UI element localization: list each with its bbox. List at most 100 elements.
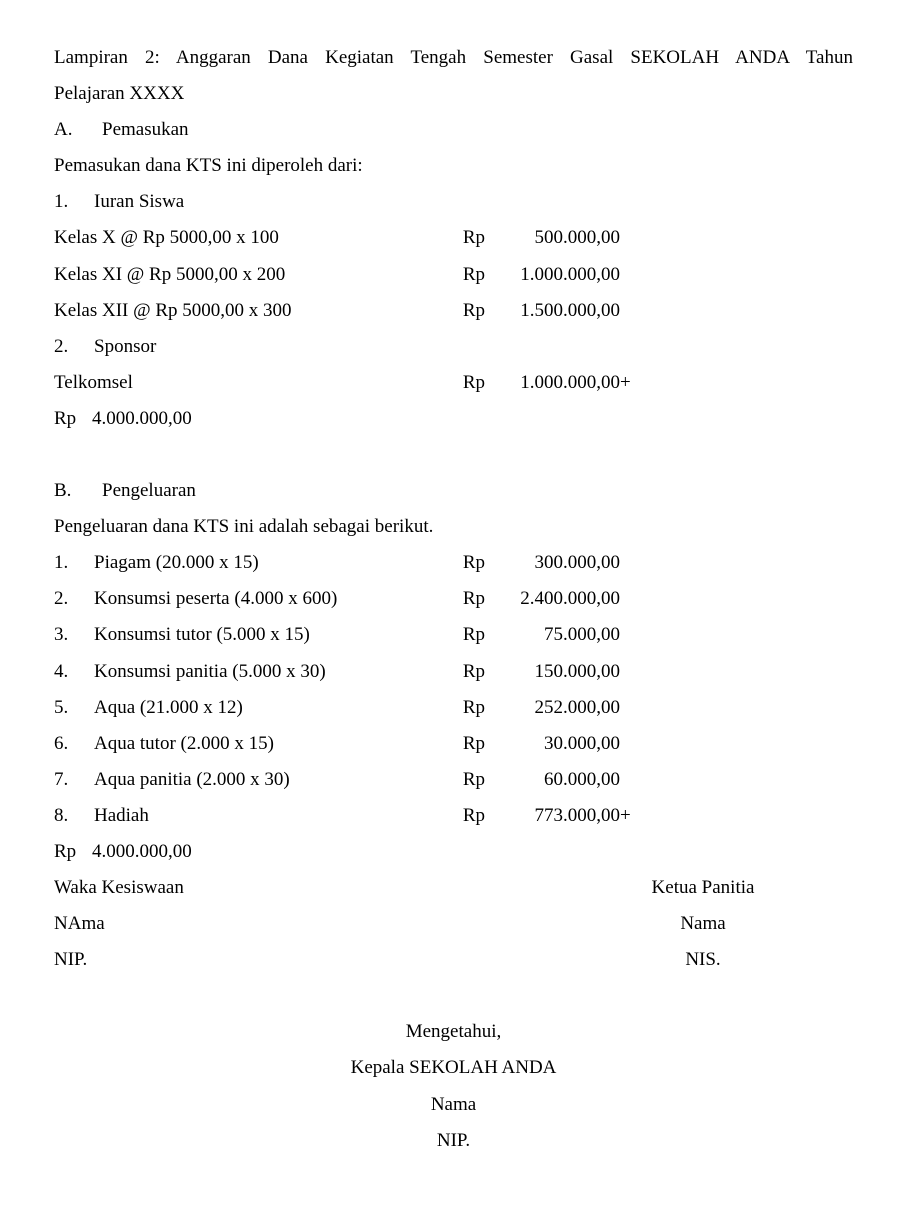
item-number: 2. <box>54 581 94 617</box>
item-number: 2. <box>54 329 94 365</box>
title-line-2: Pelajaran XXXX <box>54 76 853 112</box>
expense-row: 7. Aqua panitia (2.000 x 30) Rp 60.000,0… <box>54 762 853 798</box>
income-label: Kelas XI @ Rp 5000,00 x 200 <box>54 257 443 293</box>
sig-center-knowing: Mengetahui, <box>54 1014 853 1050</box>
sig-left-name: NAma <box>54 906 354 942</box>
expense-label: Hadiah <box>94 798 149 834</box>
expense-amount: 773.000,00 <box>485 798 620 834</box>
expense-row: 3. Konsumsi tutor (5.000 x 15) Rp 75.000… <box>54 617 853 653</box>
currency-symbol: Rp <box>54 834 92 870</box>
amount-suffix: + <box>620 365 640 401</box>
section-a-total: Rp 4.000.000,00 <box>54 401 853 437</box>
item-label: Iuran Siswa <box>94 184 184 220</box>
expense-amount: 300.000,00 <box>485 545 620 581</box>
expense-amount: 150.000,00 <box>485 654 620 690</box>
amount-suffix <box>620 654 640 690</box>
income-row-sponsor: Telkomsel Rp 1.000.000,00 + <box>54 365 853 401</box>
sig-center-id: NIP. <box>54 1123 853 1159</box>
income-row-kelas-xi: Kelas XI @ Rp 5000,00 x 200 Rp 1.000.000… <box>54 257 853 293</box>
currency-symbol: Rp <box>443 365 485 401</box>
sig-right-name: Nama <box>553 906 853 942</box>
expense-amount: 252.000,00 <box>485 690 620 726</box>
item-label: Sponsor <box>94 329 156 365</box>
item-number: 4. <box>54 654 94 690</box>
item-1-iuran: 1. Iuran Siswa <box>54 184 853 220</box>
item-number: 7. <box>54 762 94 798</box>
section-a-heading: A. Pemasukan <box>54 112 853 148</box>
section-b-total: Rp 4.000.000,00 <box>54 834 853 870</box>
expense-amount: 60.000,00 <box>485 762 620 798</box>
currency-symbol: Rp <box>443 545 485 581</box>
section-b-letter: B. <box>54 473 102 509</box>
amount-suffix <box>620 257 640 293</box>
income-row-kelas-xii: Kelas XII @ Rp 5000,00 x 300 Rp 1.500.00… <box>54 293 853 329</box>
income-label: Telkomsel <box>54 365 443 401</box>
section-b-title: Pengeluaran <box>102 473 196 509</box>
item-number: 8. <box>54 798 94 834</box>
expense-label: Konsumsi tutor (5.000 x 15) <box>94 617 310 653</box>
signature-row: Waka Kesiswaan NAma NIP. Ketua Panitia N… <box>54 870 853 978</box>
income-amount: 1.000.000,00 <box>485 365 620 401</box>
section-a-letter: A. <box>54 112 102 148</box>
income-amount: 1.500.000,00 <box>485 293 620 329</box>
currency-symbol: Rp <box>443 617 485 653</box>
currency-symbol: Rp <box>443 726 485 762</box>
expense-amount: 75.000,00 <box>485 617 620 653</box>
amount-suffix <box>620 617 640 653</box>
expense-label: Piagam (20.000 x 15) <box>94 545 259 581</box>
amount-suffix <box>620 726 640 762</box>
signature-center: Mengetahui, Kepala SEKOLAH ANDA Nama NIP… <box>54 1014 853 1158</box>
item-2-sponsor: 2. Sponsor <box>54 329 853 365</box>
expense-label: Aqua tutor (2.000 x 15) <box>94 726 274 762</box>
expense-row: 8. Hadiah Rp 773.000,00 + <box>54 798 853 834</box>
amount-suffix <box>620 581 640 617</box>
total-amount: 4.000.000,00 <box>92 401 192 437</box>
sig-right-id: NIS. <box>553 942 853 978</box>
expense-row: 6. Aqua tutor (2.000 x 15) Rp 30.000,00 <box>54 726 853 762</box>
sig-center-role: Kepala SEKOLAH ANDA <box>54 1050 853 1086</box>
amount-suffix <box>620 690 640 726</box>
item-number: 1. <box>54 545 94 581</box>
currency-symbol: Rp <box>443 798 485 834</box>
amount-suffix <box>620 220 640 256</box>
expense-row: 4. Konsumsi panitia (5.000 x 30) Rp 150.… <box>54 654 853 690</box>
item-number: 3. <box>54 617 94 653</box>
amount-suffix <box>620 545 640 581</box>
currency-symbol: Rp <box>443 762 485 798</box>
section-a-title: Pemasukan <box>102 112 189 148</box>
signature-left: Waka Kesiswaan NAma NIP. <box>54 870 354 978</box>
expense-row: 1. Piagam (20.000 x 15) Rp 300.000,00 <box>54 545 853 581</box>
section-b-heading: B. Pengeluaran <box>54 473 853 509</box>
expense-row: 2. Konsumsi peserta (4.000 x 600) Rp 2.4… <box>54 581 853 617</box>
income-label: Kelas X @ Rp 5000,00 x 100 <box>54 220 443 256</box>
expense-amount: 2.400.000,00 <box>485 581 620 617</box>
sig-left-role: Waka Kesiswaan <box>54 870 354 906</box>
currency-symbol: Rp <box>443 581 485 617</box>
amount-suffix <box>620 762 640 798</box>
currency-symbol: Rp <box>443 654 485 690</box>
section-a-intro: Pemasukan dana KTS ini diperoleh dari: <box>54 148 853 184</box>
sig-right-role: Ketua Panitia <box>553 870 853 906</box>
expense-label: Konsumsi peserta (4.000 x 600) <box>94 581 337 617</box>
income-row-kelas-x: Kelas X @ Rp 5000,00 x 100 Rp 500.000,00 <box>54 220 853 256</box>
expense-label: Aqua (21.000 x 12) <box>94 690 243 726</box>
amount-suffix <box>620 293 640 329</box>
title-line-1: Lampiran 2: Anggaran Dana Kegiatan Tenga… <box>54 40 853 76</box>
total-amount: 4.000.000,00 <box>92 834 192 870</box>
item-number: 1. <box>54 184 94 220</box>
currency-symbol: Rp <box>443 293 485 329</box>
sig-center-name: Nama <box>54 1087 853 1123</box>
expense-amount: 30.000,00 <box>485 726 620 762</box>
sig-left-id: NIP. <box>54 942 354 978</box>
expense-label: Aqua panitia (2.000 x 30) <box>94 762 290 798</box>
item-number: 6. <box>54 726 94 762</box>
income-amount: 500.000,00 <box>485 220 620 256</box>
amount-suffix: + <box>620 798 640 834</box>
item-number: 5. <box>54 690 94 726</box>
currency-symbol: Rp <box>443 220 485 256</box>
income-label: Kelas XII @ Rp 5000,00 x 300 <box>54 293 443 329</box>
section-b-intro: Pengeluaran dana KTS ini adalah sebagai … <box>54 509 853 545</box>
expense-row: 5. Aqua (21.000 x 12) Rp 252.000,00 <box>54 690 853 726</box>
signature-right: Ketua Panitia Nama NIS. <box>553 870 853 978</box>
currency-symbol: Rp <box>54 401 92 437</box>
